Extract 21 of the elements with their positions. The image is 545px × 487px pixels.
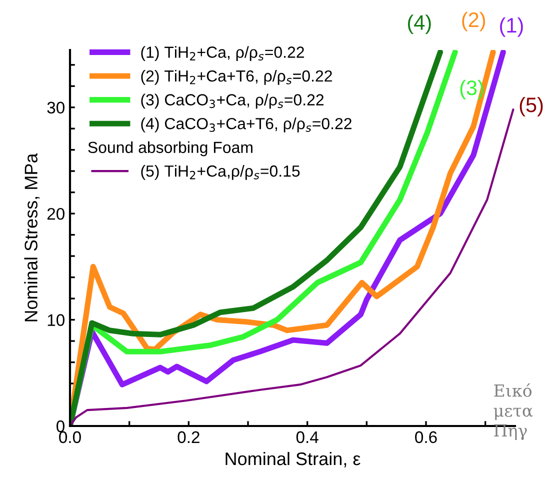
x-tick-label: 0.6 [415,431,437,444]
legend-label: (1) TiH$_{2}$+Ca, ρ/ρ$_{s}$=0.22 [141,46,304,62]
text: (1) [500,17,523,37]
text: (5) [520,96,543,116]
legend-label: (2) TiH$_{2}$+Ca+T6, ρ/ρ$_{s}$=0.22 [141,70,332,85]
y-tick-label: 30 [47,102,64,114]
annotation: Sound absorbing Foam [88,141,252,156]
y-tick-label: 20 [47,208,64,220]
text: (2) [462,12,486,32]
annotation: Εικό μετα Πηγ [494,383,533,440]
y-axis-title: Nominal Stress, MPa [24,153,40,322]
y-tick-label: 10 [48,314,64,326]
legend-label: (4) CaCO$_{3}$+Ca+T6, ρ/ρ$_{s}$=0.22 [141,118,352,132]
x-axis-title: Nominal Strain, ε [226,452,360,468]
text: (4) [408,14,431,34]
legend-label: (3) CaCO$_{3}$+Ca, ρ/ρ$_{s}$=0.22 [141,94,324,109]
legend-label: (5) TiH$_{2}$+Ca,ρ/ρ$_{s}$=0.15 [141,165,300,180]
x-tick-label: 0.4 [296,431,318,444]
y-tick-label: 0 [56,420,64,432]
x-tick-label: 0.2 [178,431,200,444]
x-tick-label: 0.0 [59,431,81,444]
